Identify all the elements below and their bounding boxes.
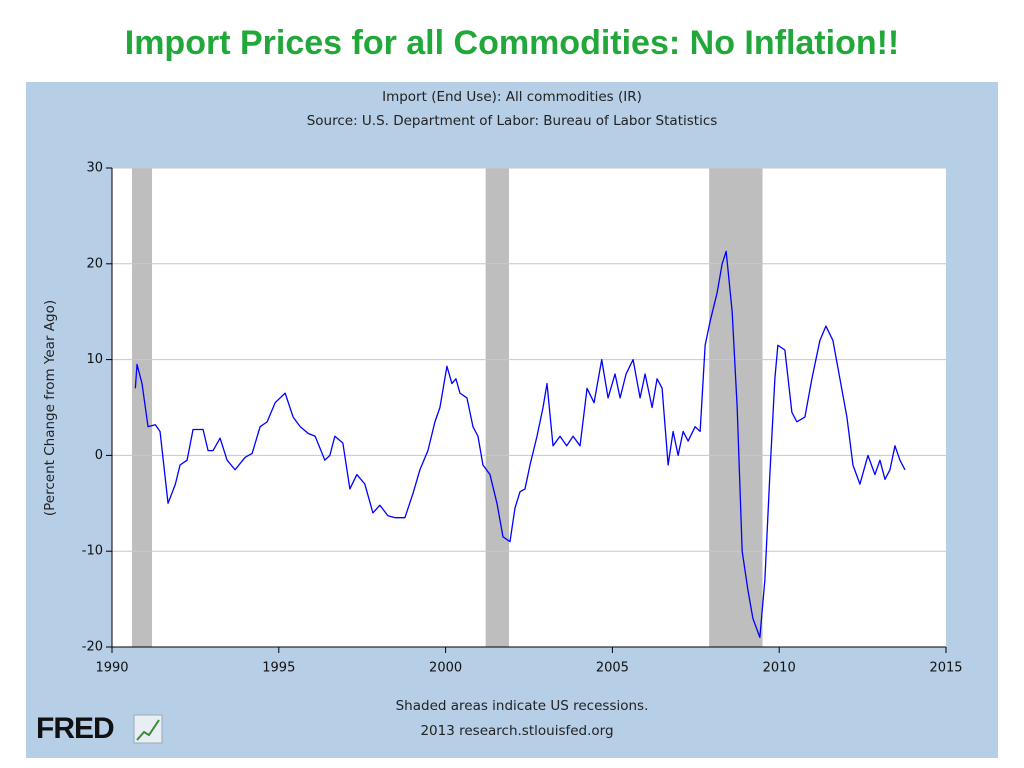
slide-title: Import Prices for all Commodities: No In…: [125, 24, 900, 62]
data-line: [134, 250, 906, 639]
x-tick-label: 1990: [95, 661, 128, 676]
x-tick-label: 2005: [596, 661, 629, 676]
footnote: Shaded areas indicate US recessions.: [396, 698, 649, 714]
y-tick-label: -20: [82, 640, 103, 655]
y-tick-label: 30: [86, 161, 103, 176]
y-tick-label: 0: [95, 448, 103, 463]
chart-subtitle: Source: U.S. Department of Labor: Bureau…: [307, 113, 718, 129]
y-axis-label: (Percent Change from Year Ago): [42, 300, 58, 516]
x-tick-label: 2010: [763, 661, 796, 676]
plot-area: [112, 168, 946, 647]
x-tick-label: 2000: [429, 661, 462, 676]
recession-band: [709, 168, 763, 647]
recession-band: [132, 168, 153, 647]
x-tick-label: 1995: [262, 661, 295, 676]
footnote: 2013 research.stlouisfed.org: [420, 723, 613, 739]
y-tick-label: 10: [86, 352, 103, 367]
logo: FRED: [36, 712, 114, 745]
recession-band: [485, 168, 509, 647]
logo-icon: [133, 714, 163, 744]
chart-subtitle: Import (End Use): All commodities (IR): [382, 89, 642, 105]
y-tick-label: 20: [86, 256, 103, 271]
x-tick-label: 2015: [929, 661, 962, 676]
y-tick-label: -10: [82, 544, 103, 559]
